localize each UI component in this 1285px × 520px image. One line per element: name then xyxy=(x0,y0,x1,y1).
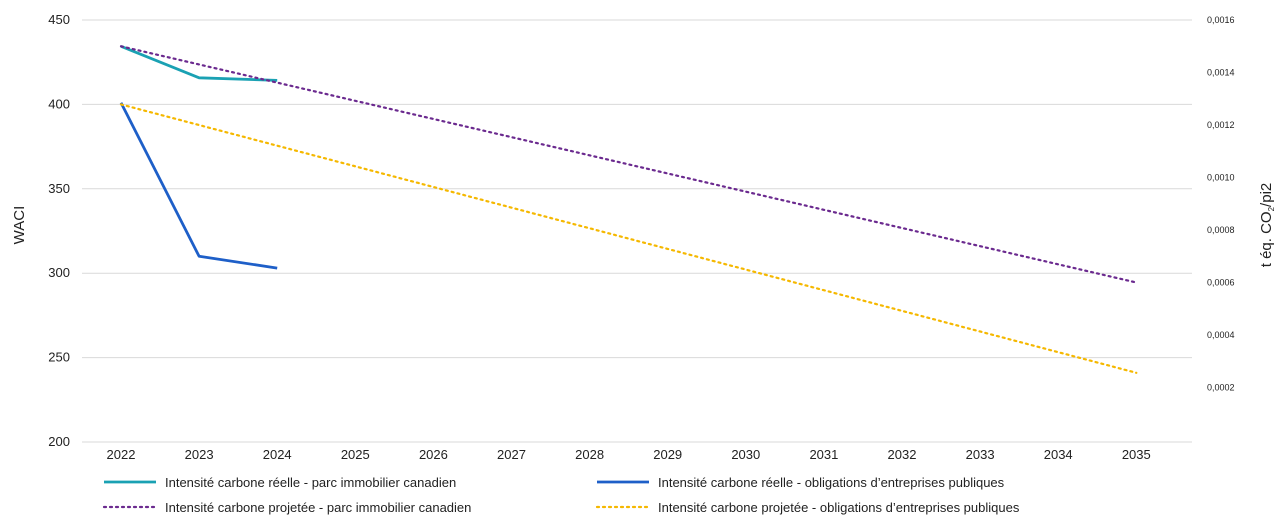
x-tick-label: 2022 xyxy=(107,447,136,462)
x-tick-label: 2030 xyxy=(731,447,760,462)
x-tick-label: 2028 xyxy=(575,447,604,462)
right-tick-label: 0,0008 xyxy=(1207,225,1235,235)
legend-label: Intensité carbone réelle - parc immobili… xyxy=(165,475,456,490)
x-tick-label: 2024 xyxy=(263,447,292,462)
right-tick-label: 0,0016 xyxy=(1207,15,1235,25)
right-tick-label: 0,0004 xyxy=(1207,330,1235,340)
legend: Intensité carbone réelle - parc immobili… xyxy=(102,475,1020,515)
left-axis-title: WACI xyxy=(11,206,28,245)
left-tick-label: 200 xyxy=(48,434,70,449)
x-tick-label: 2033 xyxy=(966,447,995,462)
right-tick-label: 0,0012 xyxy=(1207,120,1235,130)
series-line-4 xyxy=(119,103,1138,374)
right-axis-title-prefix: t éq. CO xyxy=(1258,211,1275,267)
series-line-3 xyxy=(119,45,1138,284)
x-tick-label: 2027 xyxy=(497,447,526,462)
legend-label: Intensité carbone projetée - parc immobi… xyxy=(165,500,471,515)
left-tick-label: 350 xyxy=(48,181,70,196)
right-tick-label: 0,0002 xyxy=(1207,383,1235,393)
left-tick-label: 250 xyxy=(48,350,70,365)
left-axis-ticks: 200 250 300 350 400 450 xyxy=(48,12,70,449)
x-tick-label: 2026 xyxy=(419,447,448,462)
right-axis-title: t éq. CO2/pi2 xyxy=(1258,183,1276,268)
right-tick-label: 0,0010 xyxy=(1207,173,1235,183)
legend-label: Intensité carbone réelle - obligations d… xyxy=(658,475,1005,490)
x-tick-label: 2034 xyxy=(1044,447,1073,462)
x-tick-label: 2029 xyxy=(653,447,682,462)
x-tick-label: 2031 xyxy=(809,447,838,462)
x-tick-label: 2025 xyxy=(341,447,370,462)
right-axis-title-subscript: 2 xyxy=(1267,206,1276,211)
series-lines xyxy=(119,45,1138,374)
x-tick-label: 2023 xyxy=(185,447,214,462)
x-tick-label: 2032 xyxy=(888,447,917,462)
right-tick-label: 0,0006 xyxy=(1207,278,1235,288)
left-tick-label: 400 xyxy=(48,96,70,111)
left-tick-label: 300 xyxy=(48,265,70,280)
right-axis-ticks: 0,0002 0,0004 0,0006 0,0008 0,0010 0,0012 0,00… xyxy=(1207,15,1235,393)
x-tick-label: 2035 xyxy=(1122,447,1151,462)
series-line-2 xyxy=(119,102,278,270)
x-axis-ticks: 2022 2023 2024 2025 2026 2027 2028 2029 2030 2031… xyxy=(107,447,1151,462)
right-tick-label: 0,0014 xyxy=(1207,68,1235,78)
left-tick-label: 450 xyxy=(48,12,70,27)
gridlines xyxy=(82,19,1192,443)
legend-label: Intensité carbone projetée - obligations… xyxy=(658,500,1020,515)
series-line-1 xyxy=(120,45,278,82)
right-axis-title-suffix: /pi2 xyxy=(1258,183,1275,207)
